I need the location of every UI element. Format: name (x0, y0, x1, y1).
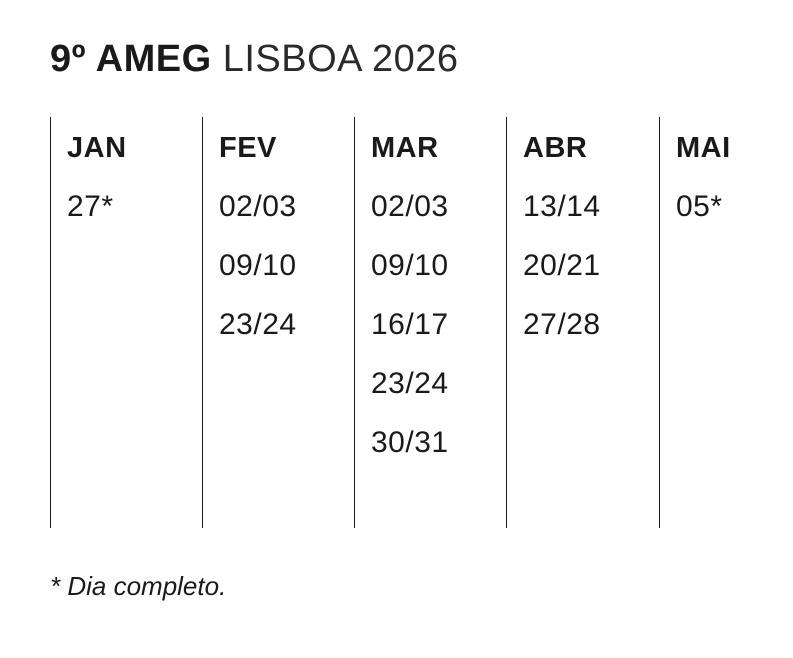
schedule-columns: JAN 27* FEV 02/03 09/10 23/24 MAR 02/03 … (50, 117, 793, 528)
footnote: * Dia completo. (50, 571, 227, 601)
month-header: MAR (371, 132, 439, 164)
month-header: JAN (67, 132, 127, 164)
date-item: 09/10 (371, 249, 449, 282)
date-list: 27* (67, 190, 202, 249)
date-item: 23/24 (371, 367, 449, 400)
month-column-abr: ABR 13/14 20/21 27/28 (506, 117, 659, 528)
date-item: 09/10 (219, 249, 297, 282)
date-item: 02/03 (219, 190, 297, 223)
date-item: 05* (676, 190, 723, 223)
date-item: 27/28 (523, 308, 601, 341)
title-event-name: 9º AMEG (50, 38, 212, 80)
page-title: 9º AMEG LISBOA 2026 (50, 36, 459, 82)
date-item: 20/21 (523, 249, 601, 282)
title-location-year: LISBOA 2026 (222, 38, 459, 80)
month-column-fev: FEV 02/03 09/10 23/24 (202, 117, 354, 528)
month-header: MAI (676, 132, 731, 164)
date-item: 02/03 (371, 190, 449, 223)
month-header: FEV (219, 132, 277, 164)
date-item: 16/17 (371, 308, 449, 341)
date-list: 05* (676, 190, 793, 249)
month-column-jan: JAN 27* (50, 117, 202, 528)
date-list: 02/03 09/10 16/17 23/24 30/31 (371, 190, 506, 485)
date-item: 27* (67, 190, 114, 223)
date-list: 02/03 09/10 23/24 (219, 190, 354, 367)
date-list: 13/14 20/21 27/28 (523, 190, 659, 367)
date-item: 13/14 (523, 190, 601, 223)
month-header: ABR (523, 132, 588, 164)
date-item: 23/24 (219, 308, 297, 341)
month-column-mai: MAI 05* (659, 117, 793, 528)
month-column-mar: MAR 02/03 09/10 16/17 23/24 30/31 (354, 117, 506, 528)
date-item: 30/31 (371, 426, 449, 459)
